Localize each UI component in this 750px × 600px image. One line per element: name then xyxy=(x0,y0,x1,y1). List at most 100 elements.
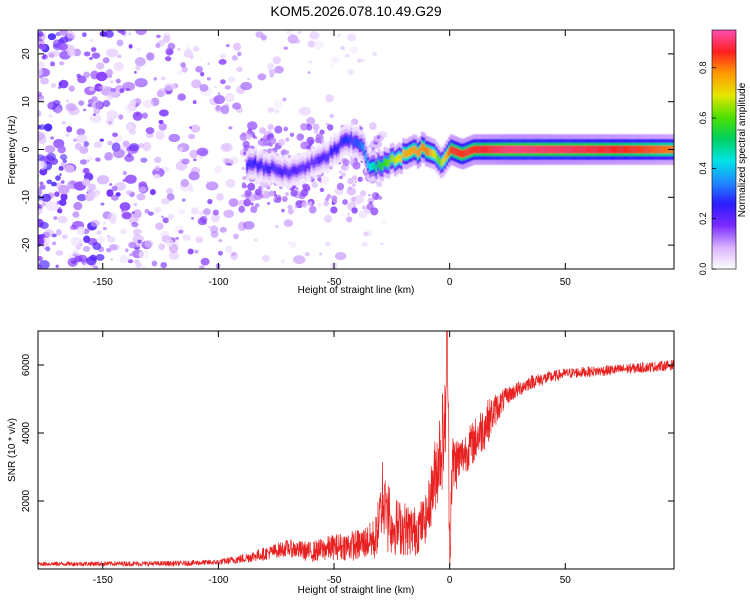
spectrogram-noise-blob xyxy=(224,85,231,90)
spectrogram-noise-blob xyxy=(81,32,87,38)
spectrogram-noise-blob xyxy=(180,62,186,68)
spectrogram-ridge-cell xyxy=(656,145,659,154)
spectrogram-noise-blob xyxy=(192,46,200,52)
spectrogram-noise-blob xyxy=(125,87,130,92)
spectrogram-noise-blob xyxy=(358,210,367,219)
spectrogram-noise-blob xyxy=(319,129,325,135)
spectrogram-noise-blob xyxy=(41,55,46,60)
spectrogram-noise-blob xyxy=(205,181,219,191)
spectrogram-noise-blob xyxy=(166,187,174,195)
spectrogram-noise-blob xyxy=(295,187,299,191)
spectrogram-ridge-cell xyxy=(460,150,464,158)
spectrogram-noise-blob xyxy=(274,193,278,197)
spectrogram-ridge-cell xyxy=(462,149,466,158)
spectrogram-ridge-cell xyxy=(597,145,601,154)
spectrogram-ridge-cell xyxy=(271,162,274,170)
spectrogram-noise-blob xyxy=(198,211,203,216)
spectrogram-noise-blob xyxy=(112,132,118,138)
spectrogram-ridge-cell xyxy=(316,156,320,164)
spectrogram-noise-blob xyxy=(44,229,55,238)
spectrogram-noise-blob xyxy=(59,199,67,207)
snr-x-tick-label: -150 xyxy=(93,575,113,586)
spectrogram-ridge-cell xyxy=(398,153,401,162)
spectrogram-ridge-cell xyxy=(254,157,258,166)
spectrogram-noise-blob xyxy=(246,133,253,140)
spectrogram-noise-blob xyxy=(196,147,209,157)
spectrogram-noise-blob xyxy=(76,194,87,202)
spectrogram-ridge-cell xyxy=(570,145,574,154)
spectrogram-ridge-cell xyxy=(516,145,520,154)
spectrogram-ridge-cell xyxy=(393,157,397,166)
spectrogram-ridge-cell xyxy=(368,163,372,172)
spectrogram-ridge-cell xyxy=(306,160,310,169)
spectrogram-noise-blob xyxy=(144,239,154,248)
snr-x-tick-label: 50 xyxy=(560,575,572,586)
spectrogram-ridge-cell xyxy=(445,151,449,160)
spectrogram-noise-blob xyxy=(283,46,289,50)
spectrogram-noise-blob xyxy=(340,46,345,50)
spectrogram-noise-blob xyxy=(149,188,156,196)
spectrogram-noise-blob xyxy=(371,191,380,200)
spectrogram-ridge-cell xyxy=(547,145,551,154)
spectrogram-noise-blob xyxy=(275,196,282,204)
spectrogram-noise-blob xyxy=(225,245,233,253)
spectrogram-ridge-cell xyxy=(537,145,541,154)
spectrogram-noise-blob xyxy=(200,71,205,77)
spectrogram-noise-blob xyxy=(107,236,116,243)
spectrogram-noise-blob xyxy=(300,188,309,197)
spectrogram-noise-blob xyxy=(39,184,46,191)
spectrogram-noise-blob xyxy=(247,182,256,191)
spectrogram-noise-blob xyxy=(307,71,311,74)
spectrogram-noise-blob xyxy=(319,252,323,256)
spectrogram-ridge-cell xyxy=(658,145,661,154)
spectrogram-noise-blob xyxy=(222,157,231,164)
spectrogram-ridge-cell xyxy=(533,145,537,154)
spectrogram-noise-blob xyxy=(38,255,43,262)
spectrogram-noise-blob xyxy=(96,175,110,185)
spectrogram-noise-blob xyxy=(89,38,94,43)
spectrogram-noise-blob xyxy=(38,154,45,162)
spectrogram-noise-blob xyxy=(162,217,169,224)
spectrogram-ridge-cell xyxy=(587,145,591,154)
spectrogram-ridge-cell xyxy=(470,146,474,155)
spectrogram-ridge-cell xyxy=(500,145,503,154)
spectrogram-ridge-cell xyxy=(375,164,378,173)
spectrogram-noise-blob xyxy=(304,252,311,257)
spectrogram-noise-blob xyxy=(161,215,164,219)
spectrogram-noise-blob xyxy=(288,241,292,245)
colorbar: 0.0 0.2 0.4 0.6 0.8 Normalized spectral ampl… xyxy=(698,29,748,275)
spectrogram-noise-blob xyxy=(353,195,365,204)
spectrogram-noise-blob xyxy=(58,82,62,86)
spectrogram-noise-blob xyxy=(38,131,46,141)
spectrogram-noise-blob xyxy=(102,57,110,64)
spectrogram-noise-blob xyxy=(129,253,133,257)
spectrogram-noise-blob xyxy=(168,251,180,260)
spectrogram-noise-blob xyxy=(38,67,43,77)
spectrogram-ridge-cell xyxy=(527,145,530,154)
spectrogram-noise-blob xyxy=(64,164,75,174)
spectrogram-noise-blob xyxy=(177,70,183,76)
spectrogram-noise-blob xyxy=(241,182,246,186)
spectrogram-ridge-cell xyxy=(283,166,287,174)
spectrogram-noise-blob xyxy=(206,77,211,81)
spectrogram-noise-blob xyxy=(228,76,236,83)
spectrogram-noise-blob xyxy=(238,205,246,213)
spectrogram-noise-blob xyxy=(96,236,105,244)
spectrogram-noise-blob xyxy=(368,193,371,197)
spectrogram-y-tick-label: 0 xyxy=(21,146,32,152)
spectrogram-noise-blob xyxy=(352,183,356,187)
spectrogram-noise-blob xyxy=(91,52,101,59)
spectrogram-noise-blob xyxy=(136,113,140,116)
spectrogram-noise-blob xyxy=(223,209,235,219)
spectrogram-ridge-cell xyxy=(479,145,482,154)
spectrogram-noise-blob xyxy=(272,56,282,65)
spectrogram-ridge-cell xyxy=(454,147,457,156)
spectrogram-noise-blob xyxy=(287,204,293,210)
spectrogram-noise-blob xyxy=(38,75,44,79)
spectrogram-noise-blob xyxy=(220,105,230,115)
spectrogram-noise-blob xyxy=(55,229,62,236)
spectrogram-noise-blob xyxy=(138,249,150,260)
spectrogram-noise-blob xyxy=(154,206,162,214)
spectrogram-noise-blob xyxy=(283,126,289,132)
spectrogram-noise-blob xyxy=(116,39,124,47)
